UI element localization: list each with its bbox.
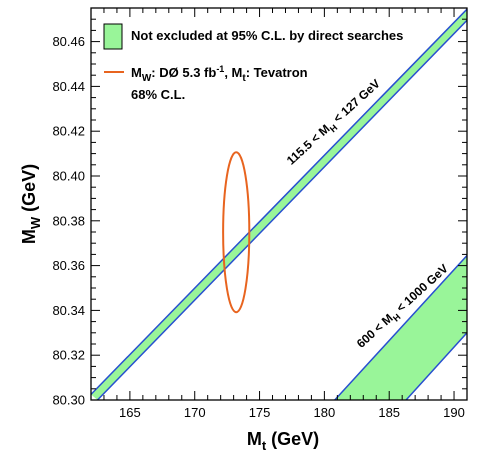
x-tick-label: 175 — [249, 405, 271, 420]
legend-swatch-fill — [103, 23, 123, 50]
y-tick-label: 80.42 — [52, 124, 85, 139]
x-tick-label: 170 — [184, 405, 206, 420]
x-tick-label: 180 — [314, 405, 336, 420]
band-1-upper-edge — [334, 255, 467, 400]
y-tick-label: 80.32 — [52, 348, 85, 363]
y-tick-label: 80.38 — [52, 213, 85, 228]
y-tick-label: 80.40 — [52, 169, 85, 184]
y-tick-label: 80.46 — [52, 34, 85, 49]
x-tick-label: 165 — [119, 405, 141, 420]
y-tick-label: 80.30 — [52, 393, 85, 408]
y-tick-label: 80.44 — [52, 79, 85, 94]
band-0-upper-edge — [91, 8, 467, 395]
x-tick-label: 185 — [378, 405, 400, 420]
mw-mt-68cl-ellipse — [222, 151, 251, 314]
legend: Not excluded at 95% C.L. by direct searc… — [103, 23, 403, 102]
legend-label-allowed-region: Not excluded at 95% C.L. by direct searc… — [131, 28, 403, 43]
legend-label-mw-measurement: MW: DØ 5.3 fb-1, Mt: Tevatron — [131, 64, 308, 84]
y-tick-label: 80.36 — [52, 258, 85, 273]
legend-label-confidence: 68% C.L. — [131, 87, 185, 102]
x-axis-title: Mt (GeV) — [247, 429, 319, 453]
band-0-fill — [91, 9, 467, 400]
plot-frame — [90, 7, 468, 401]
y-axis-title: MW (GeV) — [19, 164, 43, 244]
band-1-lower-edge — [405, 332, 467, 400]
band-0-lower-edge — [96, 19, 467, 400]
y-tick-label: 80.34 — [52, 303, 85, 318]
x-tick-label: 190 — [443, 405, 465, 420]
